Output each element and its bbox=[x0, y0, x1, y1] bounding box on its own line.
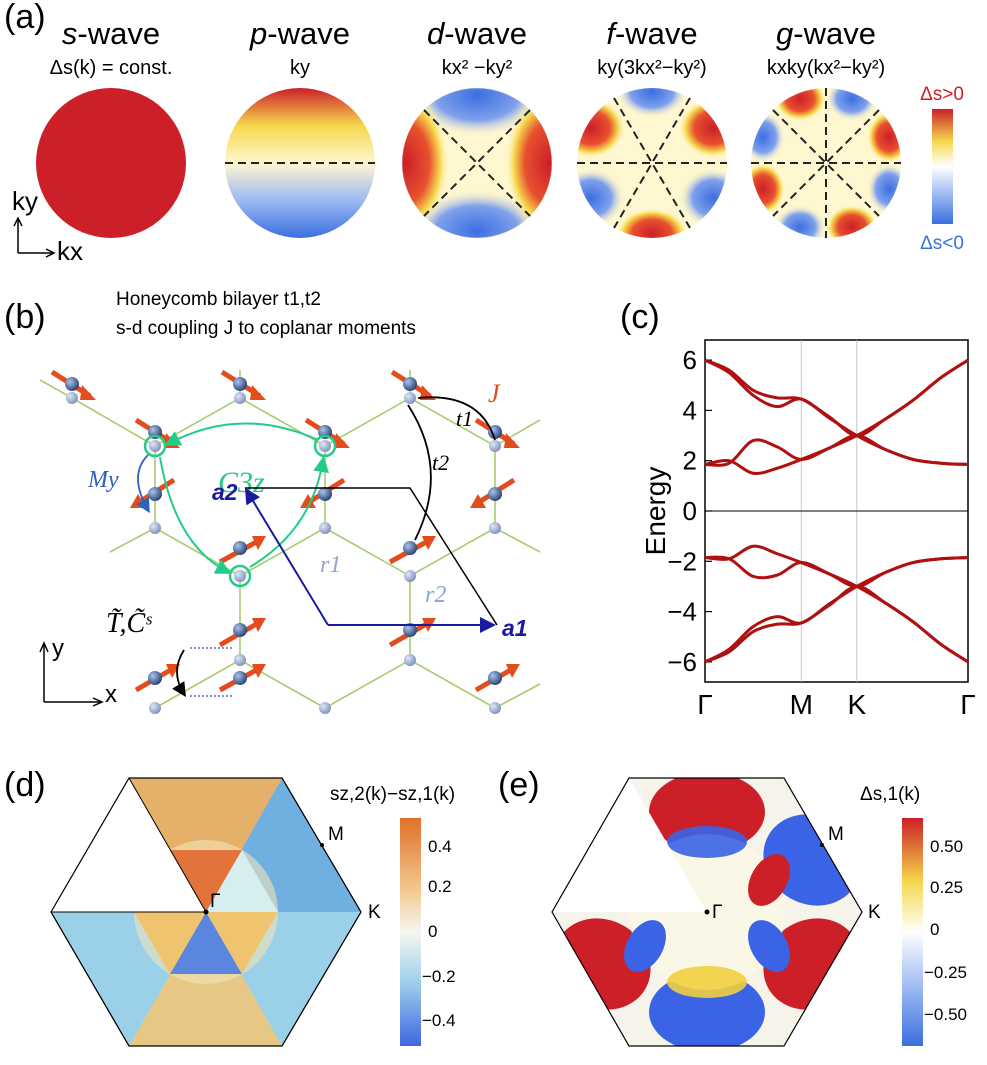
panel-e-label: (e) bbox=[498, 766, 540, 804]
d-wave-nodes bbox=[423, 109, 531, 217]
svg-text:−0.4: −0.4 bbox=[422, 1011, 456, 1030]
band-line-6 bbox=[704, 555, 969, 664]
wave-formula-d: kx² −ky² bbox=[442, 57, 513, 79]
f-wave-nodes bbox=[577, 97, 727, 229]
my-arrow bbox=[136, 454, 150, 514]
f-wave-disc bbox=[577, 88, 727, 238]
title-e: Δs,1(k) bbox=[860, 784, 920, 805]
colorbar-d bbox=[400, 818, 421, 1046]
ytick-label: −2 bbox=[667, 546, 697, 576]
band-line-5 bbox=[704, 544, 969, 588]
d-wave-disc bbox=[402, 88, 552, 238]
desc-line-2: s-d coupling J to coplanar moments bbox=[116, 318, 416, 339]
t1-hop bbox=[417, 396, 496, 441]
gamma-e: Γ bbox=[712, 902, 722, 923]
panel-d-label: (d) bbox=[4, 766, 46, 804]
desc-line-1: Honeycomb bilayer t1,t2 bbox=[116, 289, 321, 310]
axis-y: y bbox=[52, 635, 64, 662]
panel-b-label: (b) bbox=[4, 298, 46, 336]
ytick-label: 6 bbox=[683, 345, 697, 375]
xtick-label: Γ bbox=[960, 689, 975, 720]
xtick-label: M bbox=[790, 689, 813, 720]
svg-text:−0.25: −0.25 bbox=[924, 963, 967, 982]
axis-ky: ky bbox=[12, 186, 38, 216]
band-line-3 bbox=[704, 434, 969, 467]
my-label: My bbox=[87, 467, 119, 493]
map-e bbox=[552, 778, 862, 1046]
p-wave-disc bbox=[225, 88, 375, 238]
band-line-4 bbox=[704, 358, 969, 476]
panel-a-label: (a) bbox=[4, 0, 46, 36]
m-d: M bbox=[328, 824, 344, 845]
t2-hop bbox=[407, 404, 432, 541]
ticks-e: 0.50 0.25 0 −0.25 −0.50 bbox=[924, 837, 967, 1024]
wave-title-s: s-wave bbox=[62, 16, 160, 51]
wave-title-p: p-wave bbox=[249, 16, 350, 51]
colorbar-negative-label: Δs<0 bbox=[920, 233, 964, 254]
ytick-label: 2 bbox=[683, 446, 697, 476]
k-d: K bbox=[368, 902, 381, 923]
colorbar-positive-label: Δs>0 bbox=[920, 84, 964, 105]
wave-formula-f: ky(3kx²−ky²) bbox=[597, 57, 706, 79]
svg-text:0.4: 0.4 bbox=[428, 837, 452, 856]
axis-x: x bbox=[105, 681, 117, 708]
kxky-axes bbox=[13, 216, 56, 258]
k-e: K bbox=[868, 902, 881, 923]
t1-label: t1 bbox=[456, 406, 473, 431]
xtick-label: K bbox=[847, 689, 866, 720]
ytick-label: −4 bbox=[667, 597, 697, 627]
r2-label: r2 bbox=[425, 582, 446, 608]
ticks-d: 0.4 0.2 0 −0.2 −0.4 bbox=[422, 837, 456, 1030]
t2-label: t2 bbox=[432, 450, 449, 475]
s-wave-disc bbox=[36, 88, 186, 238]
band-line-8 bbox=[704, 584, 969, 664]
sym-arrow bbox=[172, 649, 186, 698]
colorbar-e bbox=[902, 818, 923, 1046]
band-line-7 bbox=[704, 556, 969, 664]
xtick-label: Γ bbox=[697, 689, 712, 720]
sym-label: T̃,C̃ˢ bbox=[106, 608, 152, 639]
wave-formula-g: kxky(kx²−ky²) bbox=[767, 57, 885, 79]
panel-c-label: (c) bbox=[620, 298, 660, 336]
gamma-d: Γ bbox=[210, 891, 220, 912]
wave-formula-s: Δs(k) = const. bbox=[50, 57, 173, 79]
j-label: J bbox=[488, 379, 501, 408]
band-structure-plot: −6 −4 −2 0 2 4 6 Γ M K Γ Energy bbox=[640, 339, 976, 720]
map-d bbox=[51, 778, 361, 1046]
svg-text:0.2: 0.2 bbox=[428, 877, 452, 896]
m-e: M bbox=[828, 824, 844, 845]
axis-kx: kx bbox=[57, 236, 83, 266]
g-wave-nodes bbox=[751, 88, 901, 238]
c3z-symmetry bbox=[143, 422, 337, 588]
a2-label: a2 bbox=[212, 479, 238, 505]
svg-text:−0.50: −0.50 bbox=[924, 1005, 967, 1024]
wave-formula-p: ky bbox=[290, 57, 310, 79]
xy-axes bbox=[39, 641, 104, 707]
svg-text:0.25: 0.25 bbox=[930, 878, 963, 897]
svg-text:0: 0 bbox=[428, 922, 437, 941]
svg-text:−0.2: −0.2 bbox=[422, 967, 456, 986]
r1-label: r1 bbox=[320, 552, 341, 578]
a1-label: a1 bbox=[502, 615, 528, 641]
svg-text:0: 0 bbox=[930, 920, 939, 939]
svg-text:0.50: 0.50 bbox=[930, 837, 963, 856]
ytick-label: 4 bbox=[683, 395, 697, 425]
wave-title-f: f-wave bbox=[606, 16, 697, 51]
wave-title-g: g-wave bbox=[776, 16, 876, 51]
ytick-label: 0 bbox=[683, 496, 697, 526]
unit-cell bbox=[244, 487, 498, 633]
colorbar-a bbox=[932, 109, 953, 224]
wave-title-d: d-wave bbox=[427, 16, 527, 51]
ytick-label: −6 bbox=[667, 647, 697, 677]
title-d: sz,2(k)−sz,1(k) bbox=[330, 784, 455, 805]
y-axis-label: Energy bbox=[640, 467, 671, 556]
